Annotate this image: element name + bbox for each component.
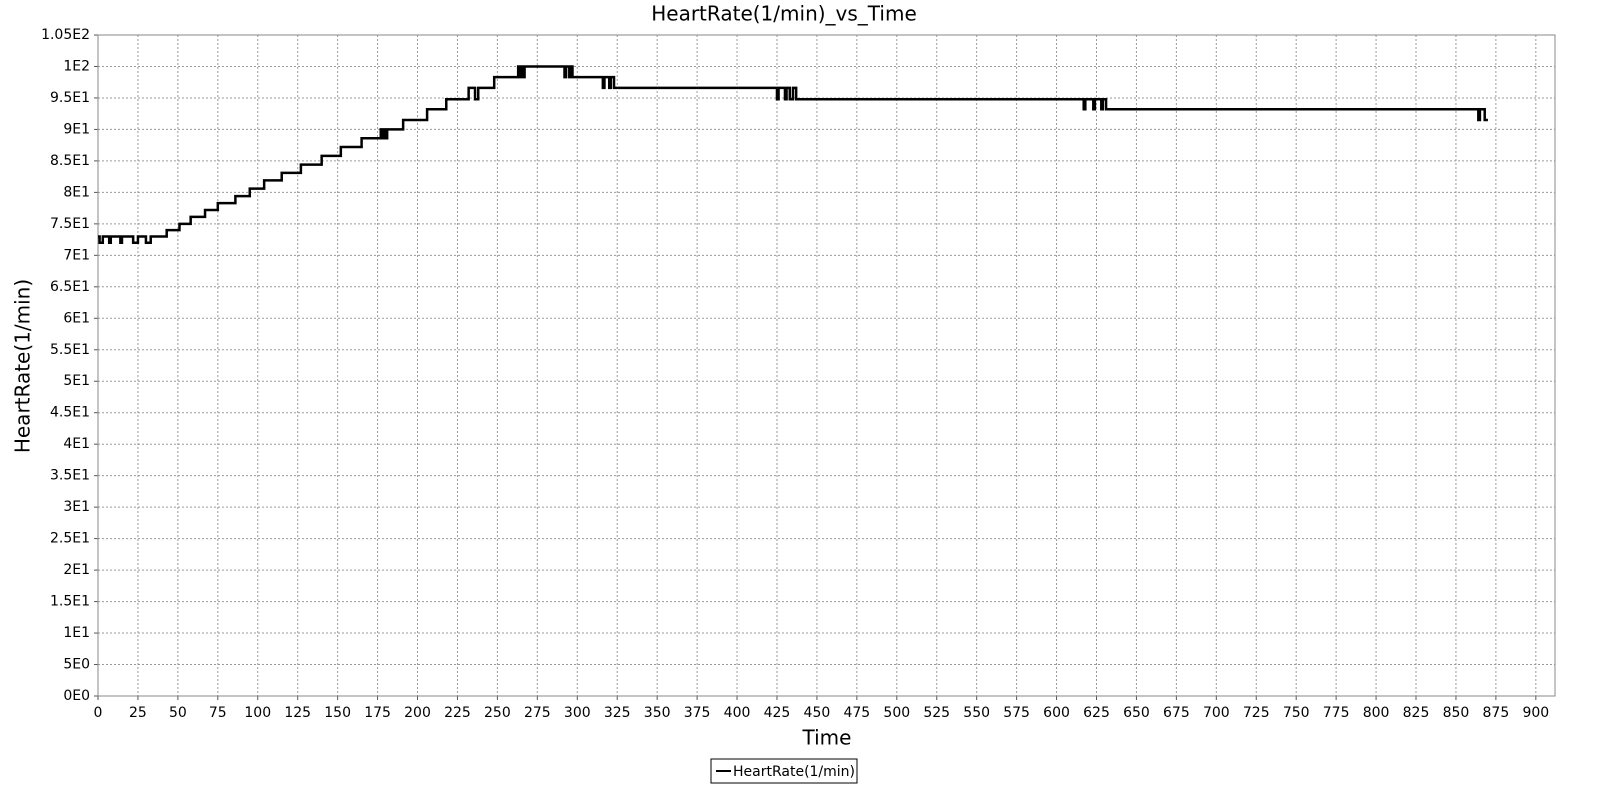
y-tick-label: 2.5E1 bbox=[50, 531, 90, 547]
x-tick-label: 600 bbox=[1043, 705, 1070, 721]
x-tick-label: 625 bbox=[1083, 705, 1110, 721]
y-tick-label: 8.5E1 bbox=[50, 153, 90, 169]
x-tick-label: 675 bbox=[1163, 705, 1190, 721]
x-tick-label: 650 bbox=[1123, 705, 1150, 721]
y-tick-label: 1E2 bbox=[63, 58, 90, 74]
x-tick-label: 200 bbox=[404, 705, 431, 721]
y-tick-label: 4.5E1 bbox=[50, 405, 90, 421]
x-tick-label: 750 bbox=[1283, 705, 1310, 721]
x-tick-label: 900 bbox=[1522, 705, 1549, 721]
y-tick-label: 6.5E1 bbox=[50, 279, 90, 295]
y-tick-label: 2E1 bbox=[63, 562, 90, 578]
x-tick-label: 425 bbox=[764, 705, 791, 721]
y-tick-label: 3E1 bbox=[63, 499, 90, 515]
line-series bbox=[98, 65, 1488, 244]
y-tick-label: 7E1 bbox=[63, 247, 90, 263]
x-tick-label: 875 bbox=[1483, 705, 1510, 721]
x-tick-label: 125 bbox=[284, 705, 311, 721]
x-tick-label: 350 bbox=[644, 705, 671, 721]
y-tick-label: 7.5E1 bbox=[50, 216, 90, 232]
x-tick-label: 450 bbox=[804, 705, 831, 721]
x-tick-label: 575 bbox=[1003, 705, 1030, 721]
x-tick-label: 725 bbox=[1243, 705, 1270, 721]
x-tick-label: 100 bbox=[244, 705, 271, 721]
y-tick-label: 6E1 bbox=[63, 310, 90, 326]
plot-frame bbox=[97, 34, 1556, 697]
plot-area bbox=[98, 35, 1555, 696]
legend-box bbox=[710, 758, 858, 784]
x-tick-label: 375 bbox=[684, 705, 711, 721]
x-tick-label: 175 bbox=[364, 705, 391, 721]
x-tick-label: 75 bbox=[209, 705, 227, 721]
x-tick-label: 850 bbox=[1443, 705, 1470, 721]
x-tick-label: 825 bbox=[1403, 705, 1430, 721]
x-tick-label: 775 bbox=[1323, 705, 1350, 721]
y-tick-label: 5E0 bbox=[63, 657, 90, 673]
y-tick-label: 8E1 bbox=[63, 184, 90, 200]
x-tick-label: 400 bbox=[724, 705, 751, 721]
x-axis-label: Time bbox=[802, 726, 852, 750]
y-tick-label: 0E0 bbox=[63, 688, 90, 704]
y-tick-label: 3.5E1 bbox=[50, 468, 90, 484]
x-tick-label: 250 bbox=[484, 705, 511, 721]
y-tick-label: 1.05E2 bbox=[41, 27, 90, 43]
x-tick-label: 150 bbox=[324, 705, 351, 721]
y-tick-label: 5E1 bbox=[63, 373, 90, 389]
x-tick-label: 225 bbox=[444, 705, 471, 721]
x-tick-label: 525 bbox=[923, 705, 950, 721]
y-tick-label: 4E1 bbox=[63, 436, 90, 452]
y-axis-label: HeartRate(1/min) bbox=[11, 279, 35, 453]
x-tick-label: 700 bbox=[1203, 705, 1230, 721]
x-tick-label: 0 bbox=[94, 705, 103, 721]
x-tick-label: 300 bbox=[564, 705, 591, 721]
x-tick-label: 500 bbox=[883, 705, 910, 721]
x-tick-label: 800 bbox=[1363, 705, 1390, 721]
x-tick-label: 25 bbox=[129, 705, 147, 721]
y-tick-label: 1E1 bbox=[63, 625, 90, 641]
legend-label: HeartRate(1/min) bbox=[733, 764, 855, 780]
y-tick-label: 9.5E1 bbox=[50, 90, 90, 106]
x-tick-label: 275 bbox=[524, 705, 551, 721]
x-tick-label: 50 bbox=[169, 705, 187, 721]
y-tick-label: 5.5E1 bbox=[50, 342, 90, 358]
y-tick-label: 9E1 bbox=[63, 121, 90, 137]
x-tick-label: 550 bbox=[963, 705, 990, 721]
x-tick-label: 475 bbox=[843, 705, 870, 721]
y-tick-label: 1.5E1 bbox=[50, 594, 90, 610]
x-tick-label: 325 bbox=[604, 705, 631, 721]
chart-title: HeartRate(1/min)_vs_Time bbox=[651, 2, 917, 26]
